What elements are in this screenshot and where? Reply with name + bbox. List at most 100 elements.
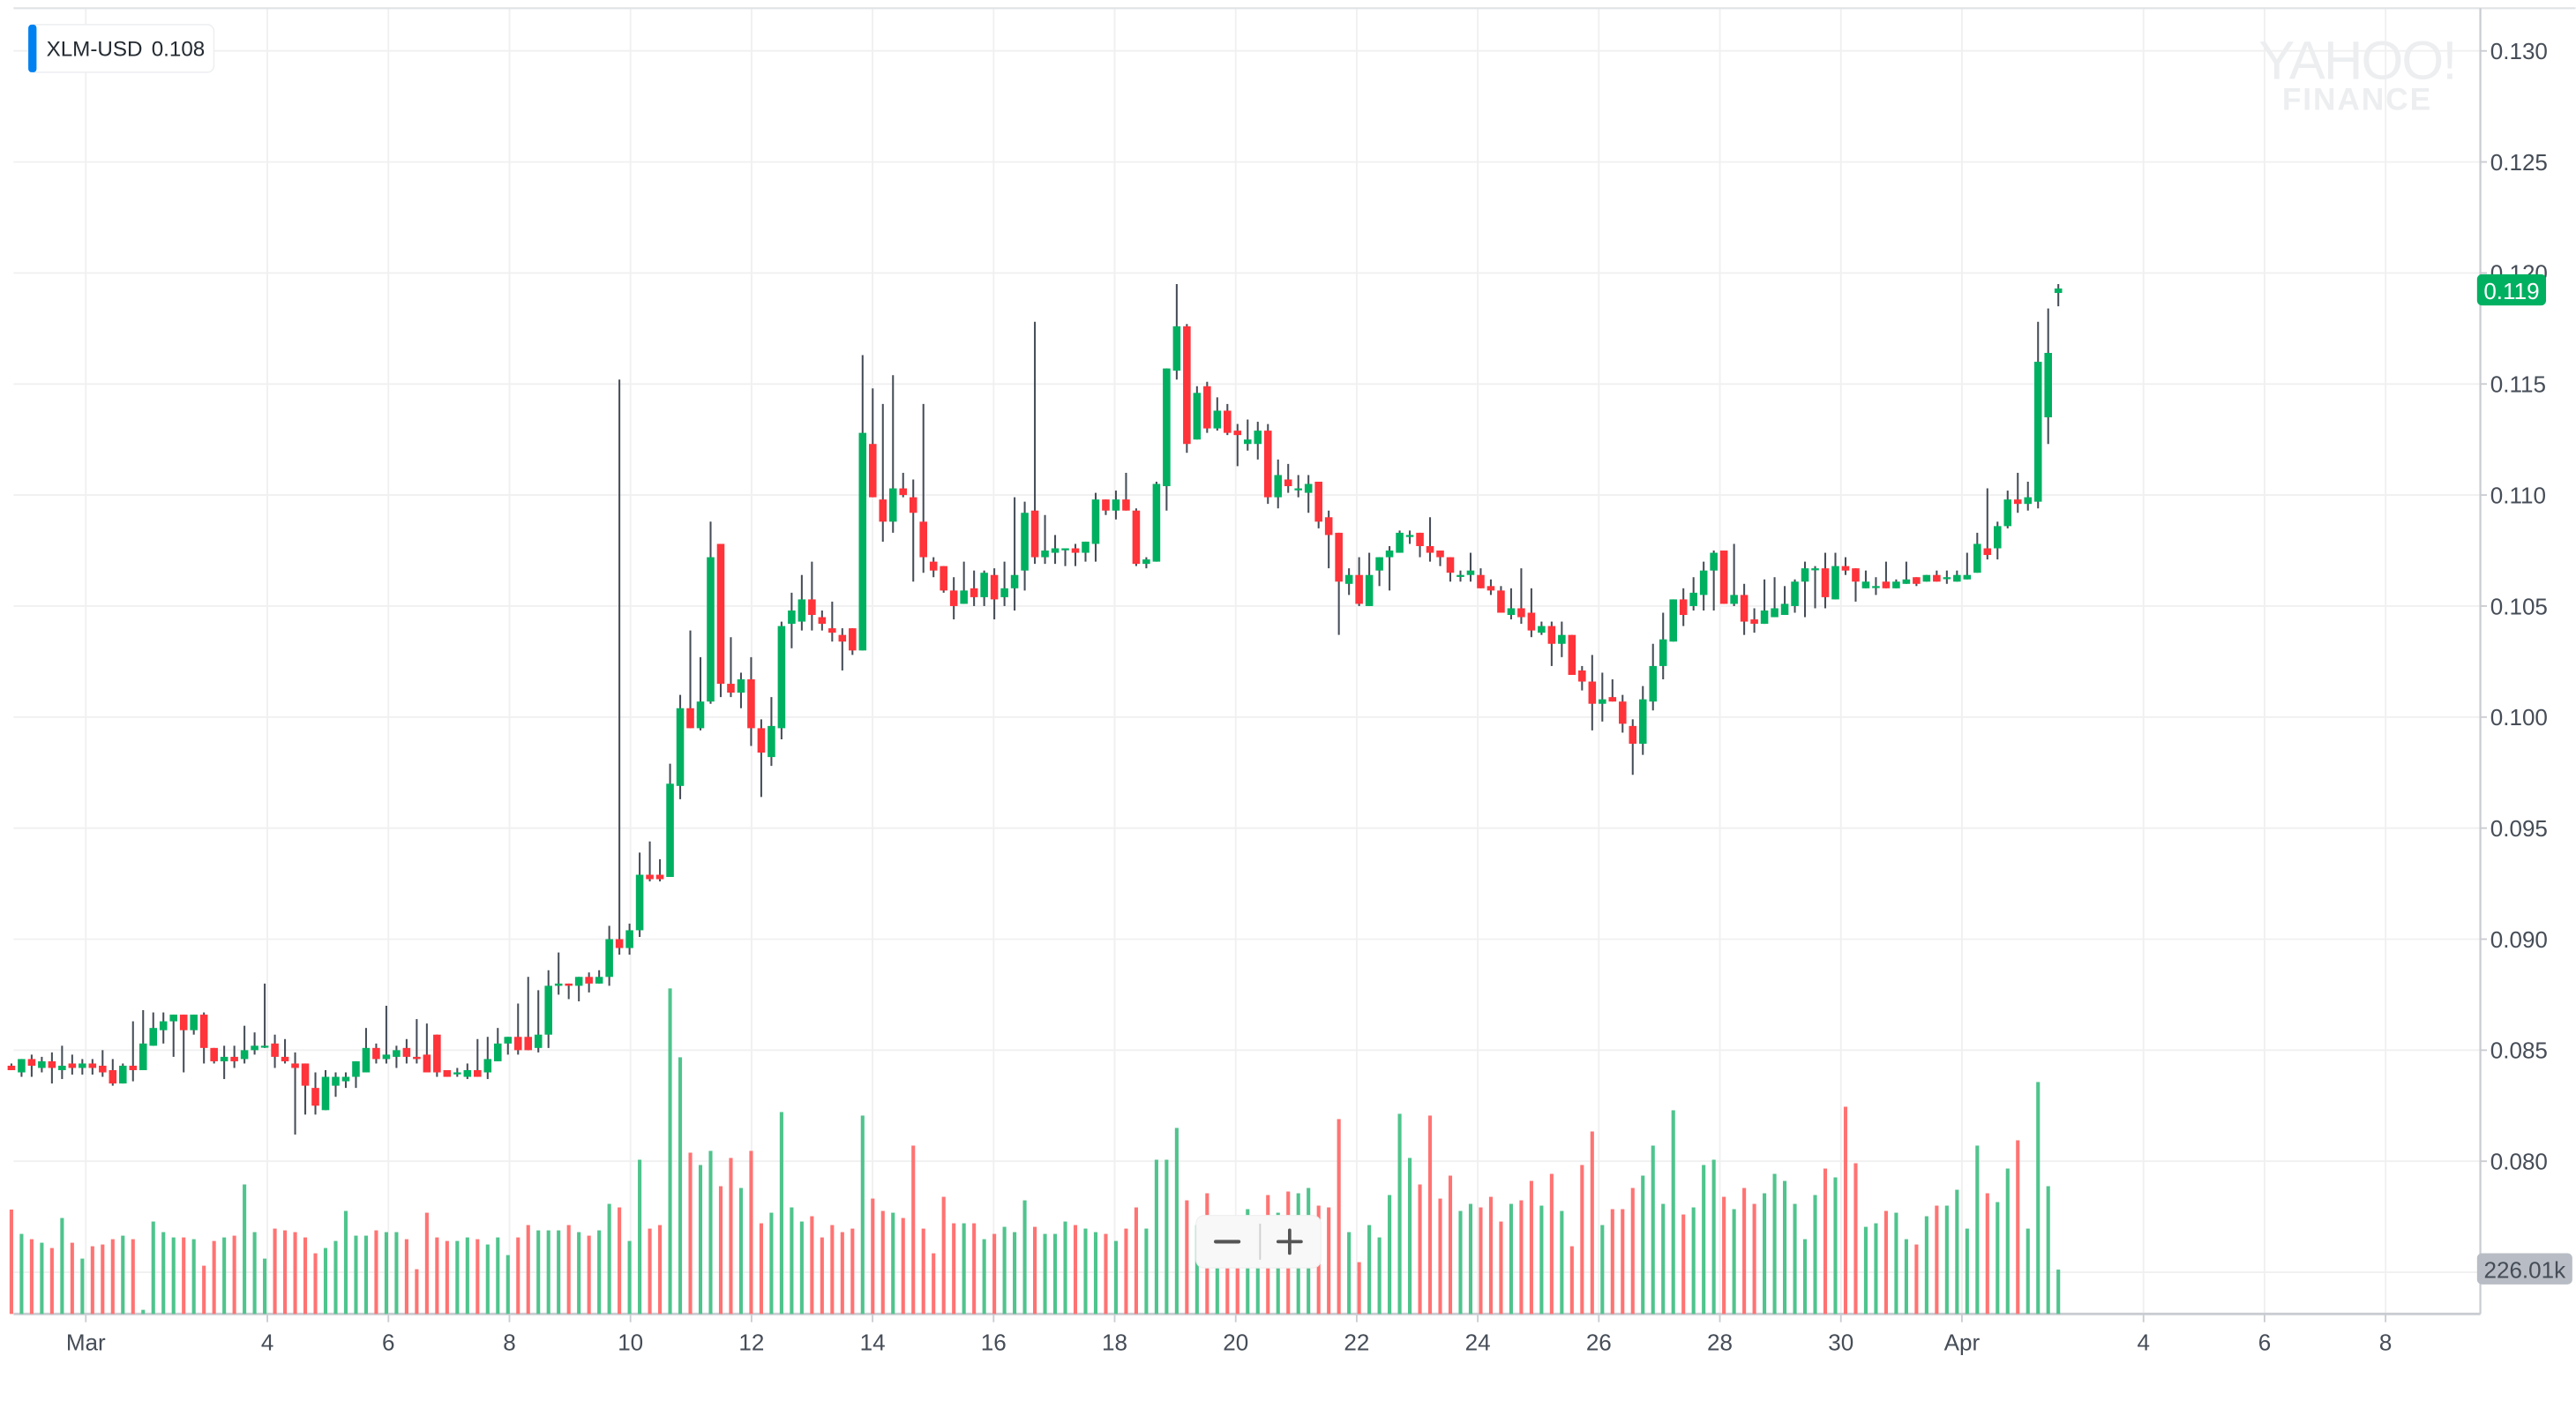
candle — [625, 923, 633, 955]
zoom-in-button[interactable] — [1262, 1217, 1319, 1266]
candle — [1659, 612, 1667, 680]
volume-bars — [9, 988, 2061, 1315]
candle — [1750, 608, 1758, 633]
volume-bar — [2016, 1140, 2020, 1315]
candle — [1224, 403, 1232, 436]
volume-bar — [729, 1158, 733, 1315]
candle — [311, 1072, 319, 1115]
candle-body — [413, 1056, 421, 1060]
volume-bar — [70, 1242, 74, 1315]
candle — [341, 1072, 350, 1089]
candle — [362, 1028, 371, 1073]
candle — [1719, 551, 1728, 604]
volume-bar — [779, 1112, 783, 1315]
candle — [372, 1043, 380, 1064]
candle — [301, 1063, 310, 1115]
volume-bar — [1560, 1210, 1564, 1315]
candle-body — [179, 1015, 188, 1030]
volume-bar — [1863, 1226, 1868, 1315]
candle — [1102, 499, 1110, 515]
candle — [919, 403, 927, 573]
candle — [1122, 472, 1130, 511]
volume-bar — [283, 1230, 288, 1315]
candle-body — [858, 432, 867, 651]
candle — [321, 1070, 330, 1111]
volume-bar — [1377, 1237, 1382, 1315]
candle-body — [271, 1043, 279, 1057]
volume-bar — [1610, 1209, 1614, 1315]
candle — [1780, 586, 1789, 616]
candle-body — [1578, 670, 1586, 682]
candle-body — [1659, 639, 1667, 666]
volume-bar — [1499, 1221, 1503, 1315]
volume-bar — [1783, 1180, 1787, 1315]
volume-bar — [384, 1232, 388, 1315]
candle-body — [463, 1070, 472, 1077]
zoom-out-button[interactable] — [1198, 1217, 1259, 1266]
candle-body — [1983, 548, 1992, 556]
candle-body — [1507, 608, 1516, 616]
volume-bar — [688, 1152, 693, 1315]
candle-body — [1051, 548, 1060, 553]
candle-body — [524, 1037, 533, 1051]
candle — [1882, 561, 1891, 588]
y-tick-label: 0.115 — [2490, 371, 2546, 398]
candle-body — [1699, 570, 1708, 596]
candle-body — [980, 573, 988, 597]
candle — [1771, 577, 1778, 618]
volume-bar — [871, 1198, 875, 1315]
volume-bar — [1944, 1205, 1949, 1315]
volume-bar — [1732, 1209, 1736, 1315]
candle-body — [2033, 362, 2042, 502]
candle-body — [159, 1021, 168, 1030]
candle-body — [808, 599, 816, 616]
candle-body — [149, 1028, 158, 1046]
candle — [1852, 568, 1860, 602]
candle — [777, 621, 786, 739]
candle — [940, 566, 947, 593]
volume-bar — [1823, 1168, 1828, 1315]
volume-bar — [850, 1228, 855, 1315]
candle — [1649, 643, 1658, 711]
candle-body — [291, 1063, 299, 1068]
candle — [1436, 551, 1444, 566]
volume-bar — [607, 1203, 611, 1315]
candle-body — [382, 1054, 391, 1060]
candle-body — [1750, 619, 1758, 625]
volume-bar — [1590, 1131, 1594, 1315]
volume-bar — [465, 1237, 469, 1315]
candle — [483, 1037, 492, 1080]
volume-bar — [1924, 1216, 1928, 1315]
candle — [79, 1059, 86, 1075]
candle — [230, 1045, 238, 1068]
volume-bar — [496, 1237, 500, 1315]
candle-body — [960, 590, 968, 604]
volume-bar — [1965, 1228, 1969, 1315]
candle-body — [1547, 626, 1556, 644]
candle — [1922, 574, 1931, 582]
candle — [1801, 561, 1809, 618]
candle-body — [1933, 574, 1941, 582]
candle-body — [393, 1050, 401, 1057]
candle-body — [696, 701, 705, 729]
candle-body — [1010, 574, 1019, 588]
x-tick-label: 14 — [860, 1329, 886, 1355]
volume-bar — [1063, 1221, 1067, 1315]
candle-body — [716, 543, 725, 685]
x-tick-label: 30 — [1828, 1329, 1853, 1355]
legend[interactable]: XLM-USD 0.108 — [27, 24, 215, 73]
candle — [1284, 463, 1292, 493]
candle-body — [352, 1060, 360, 1077]
volume-bar — [60, 1217, 64, 1315]
volume-bar — [1134, 1207, 1138, 1315]
candle — [1821, 552, 1830, 609]
volume-bar — [1549, 1173, 1554, 1315]
candle-body — [220, 1056, 228, 1061]
candle — [1405, 530, 1414, 544]
candle — [1152, 482, 1161, 562]
candle-body — [788, 610, 796, 625]
volume-bar — [1843, 1106, 1848, 1315]
candle-body — [1446, 557, 1455, 573]
candle — [716, 543, 725, 698]
